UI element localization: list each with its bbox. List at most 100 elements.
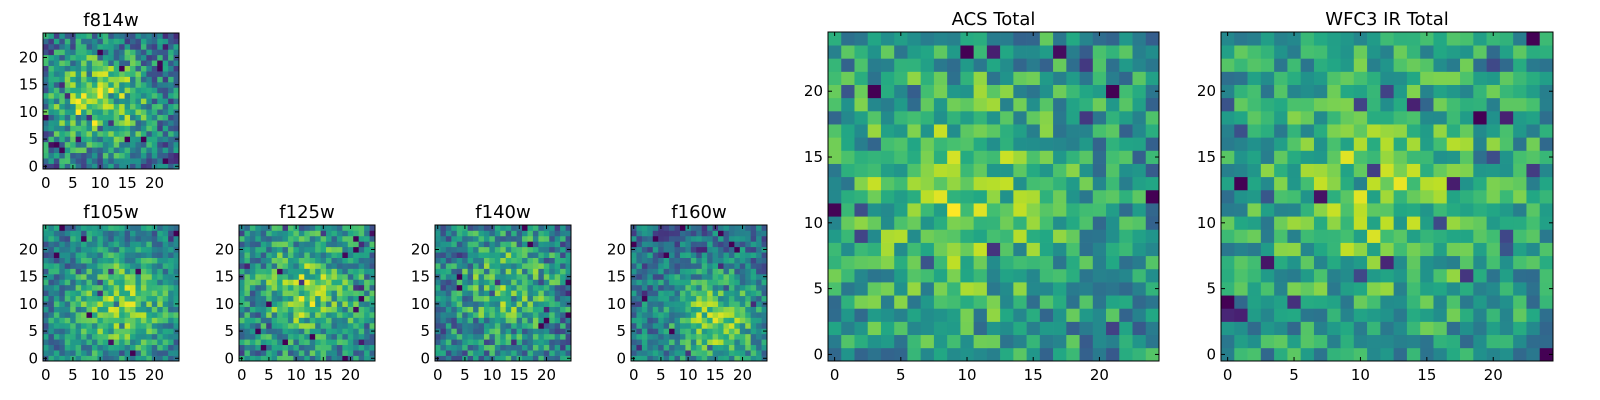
heatmap-cell bbox=[483, 263, 490, 269]
heatmap-cell bbox=[549, 328, 556, 335]
heatmap-cell bbox=[696, 322, 703, 329]
heatmap-cell bbox=[723, 350, 730, 356]
heatmap-cell bbox=[750, 344, 757, 351]
heatmap-cell bbox=[1380, 124, 1394, 138]
heatmap-cell bbox=[151, 71, 158, 77]
heatmap-cell bbox=[75, 279, 82, 286]
heatmap-cell bbox=[102, 81, 109, 88]
heatmap-cell bbox=[91, 241, 98, 248]
heatmap-cell bbox=[696, 295, 703, 302]
heatmap-cell bbox=[549, 230, 556, 237]
heatmap-cell bbox=[532, 257, 539, 264]
heatmap-cell bbox=[1486, 268, 1501, 283]
heatmap-cell bbox=[663, 268, 670, 275]
heatmap-cell bbox=[986, 268, 1001, 283]
heatmap-cell bbox=[462, 317, 468, 324]
heatmap-cell bbox=[511, 344, 517, 351]
heatmap-cell bbox=[828, 176, 842, 191]
heatmap-cell bbox=[679, 333, 686, 340]
heatmap-cell bbox=[745, 241, 752, 248]
heatmap-cell bbox=[435, 252, 441, 258]
heatmap-cell bbox=[761, 235, 768, 242]
heatmap-cell bbox=[1380, 45, 1394, 59]
heatmap-cell bbox=[712, 235, 719, 242]
heatmap-cell bbox=[473, 328, 479, 335]
heatmap-cell bbox=[1340, 110, 1355, 125]
heatmap-cell bbox=[1119, 84, 1133, 99]
heatmap-cell bbox=[130, 306, 136, 313]
heatmap-cell bbox=[1353, 229, 1368, 243]
heatmap-cell bbox=[652, 230, 659, 237]
heatmap-cell bbox=[173, 71, 180, 77]
heatmap-cell bbox=[505, 312, 512, 318]
heatmap-cell bbox=[1473, 203, 1487, 217]
heatmap-cell bbox=[880, 110, 895, 125]
heatmap-cell bbox=[91, 103, 98, 110]
heatmap-cell bbox=[1287, 216, 1302, 230]
heatmap-cell bbox=[1026, 295, 1041, 309]
heatmap-cell bbox=[1367, 84, 1381, 99]
heatmap-cell bbox=[81, 81, 87, 88]
heatmap-cell bbox=[255, 295, 262, 302]
heatmap-cell bbox=[745, 257, 752, 264]
heatmap-cell bbox=[168, 136, 174, 143]
heatmap-cell bbox=[1327, 124, 1341, 138]
heatmap-cell bbox=[641, 284, 648, 291]
heatmap-cell bbox=[43, 125, 49, 132]
heatmap-cell bbox=[48, 147, 55, 154]
heatmap-cell bbox=[53, 103, 60, 110]
heatmap-cell bbox=[70, 317, 76, 324]
heatmap-cell bbox=[451, 252, 458, 258]
heatmap-cell bbox=[64, 333, 71, 340]
heatmap-cell bbox=[1000, 137, 1014, 151]
heatmap-cell bbox=[53, 152, 60, 159]
heatmap-cell bbox=[1353, 110, 1368, 125]
heatmap-cell bbox=[663, 295, 670, 302]
heatmap-cell bbox=[146, 295, 153, 302]
heatmap-cell bbox=[1092, 321, 1107, 336]
heatmap-cell bbox=[467, 279, 474, 286]
heatmap-cell bbox=[140, 158, 147, 164]
heatmap-cell bbox=[43, 268, 49, 275]
heatmap-cell bbox=[1274, 308, 1288, 322]
heatmap-cell bbox=[86, 235, 93, 242]
heatmap-cell bbox=[48, 322, 55, 329]
heatmap-cell bbox=[549, 312, 556, 318]
heatmap-cell bbox=[527, 279, 534, 286]
heatmap-cell bbox=[933, 295, 948, 309]
heatmap-cell bbox=[70, 158, 76, 164]
heatmap-cell bbox=[249, 344, 256, 351]
heatmap-cell bbox=[91, 344, 98, 351]
heatmap-cell bbox=[920, 295, 935, 309]
heatmap-cell bbox=[113, 136, 120, 143]
heatmap-cell bbox=[1247, 189, 1262, 204]
heatmap-cell bbox=[652, 322, 659, 329]
heatmap-cell bbox=[75, 49, 82, 56]
heatmap-cell bbox=[1079, 32, 1094, 46]
heatmap-cell bbox=[728, 328, 735, 335]
heatmap-cell bbox=[538, 279, 545, 286]
heatmap-cell bbox=[451, 290, 458, 297]
heatmap-cell bbox=[64, 120, 71, 126]
heatmap-cell bbox=[353, 290, 360, 297]
heatmap-cell bbox=[920, 45, 935, 59]
heatmap-cell bbox=[1539, 347, 1554, 362]
heatmap-cell bbox=[960, 203, 974, 217]
heatmap-cell bbox=[342, 284, 349, 291]
heatmap-cell bbox=[1526, 84, 1541, 99]
heatmap-cell bbox=[130, 252, 136, 258]
heatmap-cell bbox=[358, 328, 365, 335]
heatmap-cell bbox=[973, 124, 988, 138]
heatmap-cell bbox=[1234, 347, 1248, 362]
heatmap-cell bbox=[1066, 137, 1080, 151]
heatmap-cell bbox=[102, 49, 109, 56]
heatmap-cell bbox=[723, 246, 730, 253]
heatmap-cell bbox=[173, 225, 180, 231]
heatmap-cell bbox=[1460, 347, 1474, 362]
heatmap-cell bbox=[70, 306, 76, 313]
heatmap-cell bbox=[162, 33, 169, 39]
heatmap-cell bbox=[358, 273, 365, 280]
heatmap-cell bbox=[298, 273, 305, 280]
heatmap-cell bbox=[91, 284, 98, 291]
heatmap-cell bbox=[641, 252, 648, 258]
